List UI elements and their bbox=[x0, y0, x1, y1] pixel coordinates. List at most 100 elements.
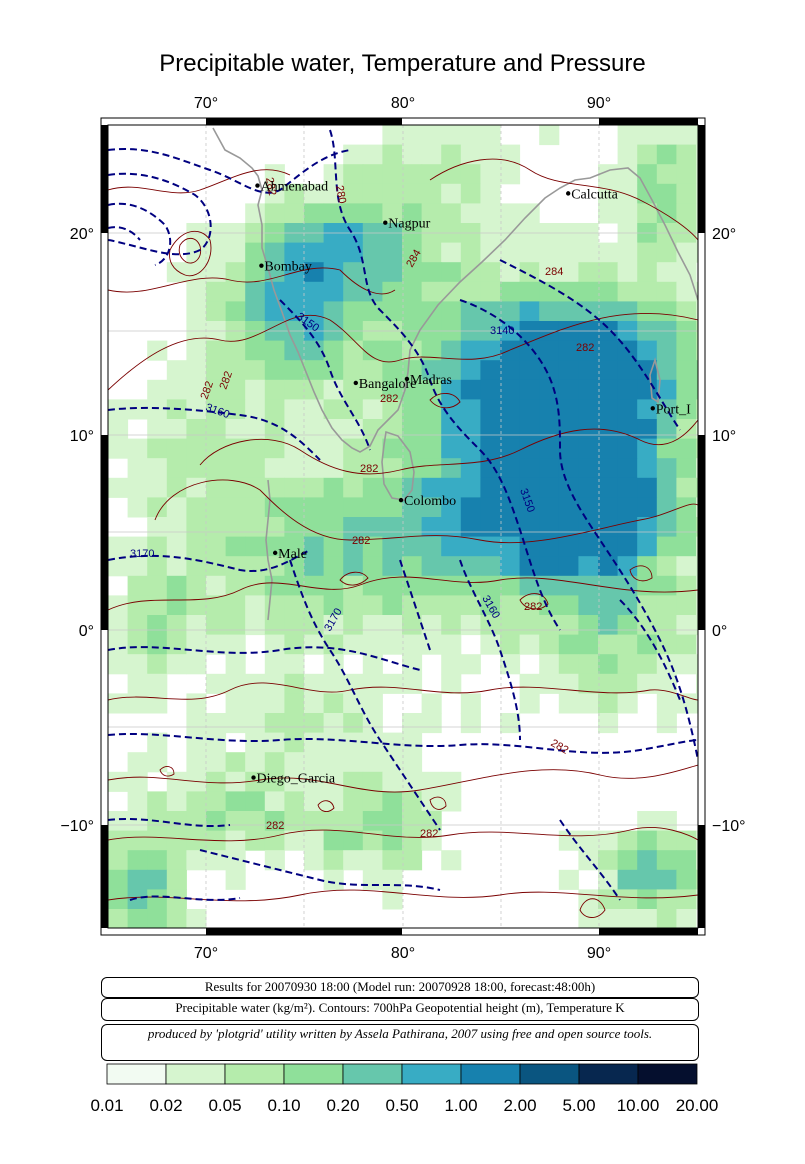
pw-cell bbox=[304, 595, 325, 616]
pw-cell bbox=[519, 673, 540, 694]
pw-cell bbox=[186, 595, 207, 616]
pw-cell bbox=[500, 360, 521, 381]
pw-cell bbox=[382, 477, 403, 498]
pw-cell bbox=[343, 713, 364, 734]
pw-cell bbox=[500, 438, 521, 459]
run-info-box: Results for 20070930 18:00 (Model run: 2… bbox=[101, 977, 699, 998]
pw-cell bbox=[225, 458, 246, 479]
pw-cell bbox=[480, 634, 501, 655]
pw-cell bbox=[225, 419, 246, 440]
pw-cell bbox=[656, 517, 677, 538]
city-label: Colombo bbox=[404, 494, 456, 509]
pw-cell bbox=[578, 262, 599, 283]
map-frame bbox=[100, 117, 706, 936]
pw-cell bbox=[539, 242, 560, 263]
pw-cell bbox=[284, 438, 305, 459]
pw-cell bbox=[264, 575, 285, 596]
pw-cell bbox=[539, 399, 560, 420]
pw-cell bbox=[245, 360, 266, 381]
pw-cell bbox=[225, 536, 246, 557]
pw-cell bbox=[402, 281, 423, 302]
colorbar-swatch bbox=[342, 1063, 403, 1085]
pw-cell bbox=[206, 497, 227, 518]
pw-cell bbox=[166, 477, 187, 498]
pw-cell bbox=[362, 536, 383, 557]
pw-cell bbox=[284, 183, 305, 204]
pw-cell bbox=[441, 242, 462, 263]
city-dot bbox=[383, 220, 388, 225]
pw-cell bbox=[519, 242, 540, 263]
pw-cell bbox=[186, 830, 207, 851]
pw-cell bbox=[127, 497, 148, 518]
pw-cell bbox=[245, 556, 266, 577]
pw-cell bbox=[617, 536, 638, 557]
pw-cell bbox=[264, 654, 285, 675]
city-label: Ahmenabad bbox=[260, 180, 328, 195]
pw-cell bbox=[421, 517, 442, 538]
pw-cell bbox=[402, 811, 423, 832]
pw-cell bbox=[206, 713, 227, 734]
pw-cell bbox=[186, 517, 207, 538]
pw-cell bbox=[421, 556, 442, 577]
pw-cell bbox=[578, 497, 599, 518]
pw-cell bbox=[284, 203, 305, 224]
pw-cell bbox=[519, 301, 540, 322]
pw-cell bbox=[441, 458, 462, 479]
pw-cell bbox=[598, 438, 619, 459]
pw-cell bbox=[206, 752, 227, 773]
pw-cell bbox=[186, 340, 207, 361]
pw-cell bbox=[578, 281, 599, 302]
pw-cell bbox=[598, 379, 619, 400]
pw-cell bbox=[558, 340, 579, 361]
pw-cell bbox=[578, 556, 599, 577]
pw-cell bbox=[343, 615, 364, 636]
pw-cell bbox=[323, 732, 344, 753]
pw-cell bbox=[578, 634, 599, 655]
pw-cell bbox=[166, 889, 187, 910]
pw-cell bbox=[323, 203, 344, 224]
pw-cell bbox=[441, 399, 462, 420]
pw-cell bbox=[382, 536, 403, 557]
pw-cell bbox=[558, 536, 579, 557]
pw-cell bbox=[421, 262, 442, 283]
pw-cell bbox=[637, 595, 658, 616]
pw-cell bbox=[225, 301, 246, 322]
pw-cell bbox=[656, 850, 677, 871]
pw-cell bbox=[206, 281, 227, 302]
pw-cell bbox=[323, 811, 344, 832]
city-label: Bombay bbox=[264, 260, 311, 275]
pw-cell bbox=[245, 752, 266, 773]
pw-cell bbox=[598, 477, 619, 498]
pw-cell bbox=[225, 673, 246, 694]
pw-cell bbox=[460, 477, 481, 498]
pw-cell bbox=[147, 673, 168, 694]
pw-cell bbox=[362, 830, 383, 851]
pw-cell bbox=[108, 830, 129, 851]
pw-cell bbox=[304, 536, 325, 557]
pw-cell bbox=[382, 125, 403, 146]
pw-cell bbox=[108, 595, 129, 616]
pw-cell bbox=[637, 850, 658, 871]
pw-cell bbox=[323, 575, 344, 596]
pw-cell bbox=[421, 634, 442, 655]
pw-cell bbox=[127, 771, 148, 792]
pw-cell bbox=[284, 458, 305, 479]
pw-cell bbox=[323, 771, 344, 792]
pw-cell bbox=[323, 693, 344, 714]
pw-cell bbox=[637, 654, 658, 675]
pw-cell bbox=[500, 556, 521, 577]
pw-cell bbox=[578, 536, 599, 557]
pw-cell bbox=[617, 281, 638, 302]
pw-cell bbox=[127, 399, 148, 420]
pw-cell bbox=[696, 379, 698, 400]
pw-cell bbox=[147, 791, 168, 812]
pw-cell bbox=[323, 517, 344, 538]
pw-cell bbox=[500, 164, 521, 185]
pw-cell bbox=[676, 203, 697, 224]
pw-cell bbox=[696, 477, 698, 498]
pw-cell bbox=[637, 830, 658, 851]
pw-cell bbox=[480, 203, 501, 224]
pw-cell bbox=[637, 556, 658, 577]
pw-cell bbox=[186, 360, 207, 381]
pw-cell bbox=[696, 144, 698, 165]
